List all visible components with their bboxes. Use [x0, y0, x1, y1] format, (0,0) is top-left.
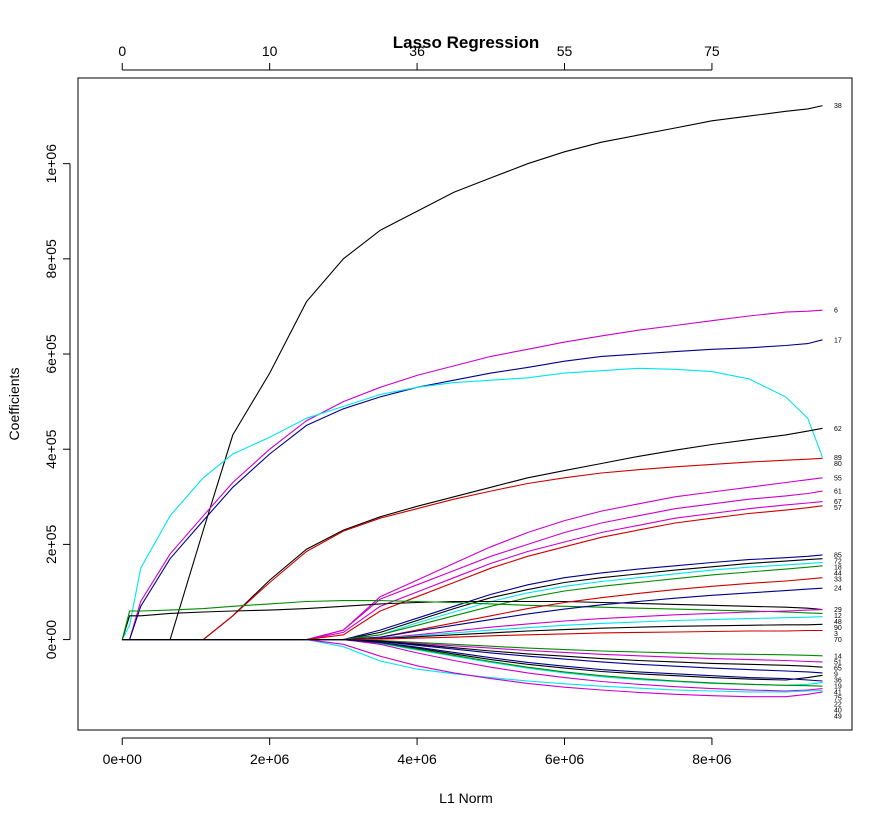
end-label-41: 41 [834, 689, 842, 696]
series-line-12 [122, 609, 823, 641]
top-tick-label: 0 [118, 43, 126, 59]
y-tick-label: 6e+05 [43, 334, 59, 374]
series-line-19 [122, 639, 823, 682]
x-axis-label: L1 Norm [439, 790, 493, 806]
end-label-67: 67 [834, 499, 842, 506]
series-line-38 [122, 105, 823, 641]
series-line-17 [122, 339, 823, 641]
end-label-12: 12 [834, 613, 842, 620]
top-tick-label: 36 [409, 43, 425, 59]
series-line-85 [122, 554, 823, 641]
y-tick-label: 8e+05 [43, 239, 59, 279]
end-label-19: 19 [834, 683, 842, 690]
y-tick-label: 4e+05 [43, 429, 59, 469]
end-label-17: 17 [834, 337, 842, 344]
y-axis: 0e+00 2e+05 4e+05 6e+05 8e+05 1e+06 [43, 144, 71, 660]
end-label-3: 3 [834, 631, 838, 638]
x-axis: 0e+00 2e+06 4e+06 6e+06 8e+06 [103, 737, 732, 767]
y-axis-label: Coefficients [6, 368, 22, 441]
x-tick-label: 2e+06 [250, 751, 290, 767]
end-label-36: 36 [834, 677, 842, 684]
series-line-55 [122, 477, 823, 641]
end-label-70: 70 [834, 637, 842, 644]
end-label-75: 75 [834, 695, 842, 702]
end-label-80: 80 [834, 461, 842, 468]
end-label-61: 61 [834, 489, 842, 496]
series-line-61 [122, 490, 823, 641]
end-label-57: 57 [834, 505, 842, 512]
end-label-72: 72 [834, 558, 842, 565]
end-label-29: 29 [834, 607, 842, 614]
end-label-49: 49 [834, 713, 842, 720]
end-label-18: 18 [834, 564, 842, 571]
end-label-51: 51 [834, 659, 842, 666]
end-label-85: 85 [834, 552, 842, 559]
x-tick-label: 4e+06 [397, 751, 437, 767]
series-line-14 [122, 639, 823, 657]
y-tick-label: 2e+05 [43, 525, 59, 565]
series-line-65 [122, 639, 823, 668]
plot-frame [77, 77, 853, 731]
end-label-89: 89 [834, 455, 842, 462]
series-line-33 [122, 577, 823, 641]
end-label-6: 6 [834, 308, 838, 315]
series-line-29 [121, 600, 823, 640]
top-tick-label: 55 [557, 43, 573, 59]
end-label-33: 33 [834, 576, 842, 583]
y-tick-label: 0e+00 [43, 620, 59, 660]
chart-title: Lasso Regression [393, 33, 539, 52]
end-label-14: 14 [834, 653, 842, 660]
top-axis: 0 10 36 55 75 [118, 43, 720, 71]
end-label-24: 24 [834, 586, 842, 593]
end-label-38: 38 [834, 103, 842, 110]
series-line-48 [121, 600, 823, 640]
end-label-22: 22 [834, 701, 842, 708]
end-label-90: 90 [834, 625, 842, 632]
series-line-62 [122, 427, 823, 641]
top-tick-label: 10 [262, 43, 278, 59]
end-label-55: 55 [834, 475, 842, 482]
end-label-44: 44 [834, 570, 842, 577]
end-label-62: 62 [834, 426, 842, 433]
x-tick-label: 8e+06 [692, 751, 732, 767]
top-tick-label: 75 [704, 43, 720, 59]
series-line-80 [122, 457, 823, 641]
series-line-6 [122, 309, 823, 641]
end-label-65: 65 [834, 665, 842, 672]
end-label-9: 9 [834, 671, 838, 678]
series-lines [121, 105, 824, 698]
series-end-labels: 3861762898055616757857218443324291248903… [834, 103, 842, 720]
end-label-40: 40 [834, 707, 842, 714]
y-tick-label: 1e+06 [43, 144, 59, 184]
x-tick-label: 6e+06 [545, 751, 585, 767]
series-line-89 [121, 367, 824, 640]
x-tick-label: 0e+00 [103, 751, 143, 767]
end-label-48: 48 [834, 619, 842, 626]
